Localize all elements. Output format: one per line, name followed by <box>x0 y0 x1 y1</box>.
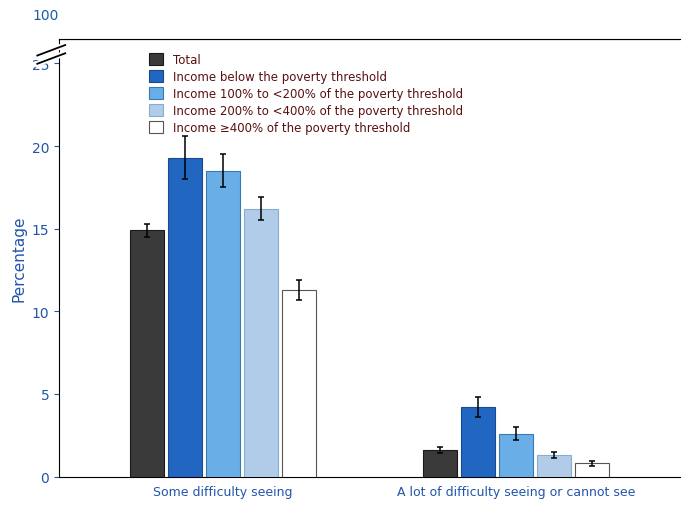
Text: 100: 100 <box>32 9 59 22</box>
Bar <box>575 463 609 476</box>
Legend: Total, Income below the poverty threshold, Income 100% to <200% of the poverty t: Total, Income below the poverty threshol… <box>146 50 466 138</box>
Bar <box>244 210 278 476</box>
Bar <box>206 172 240 476</box>
Bar <box>461 407 495 476</box>
Bar <box>282 290 316 476</box>
Bar <box>537 455 571 476</box>
Y-axis label: Percentage: Percentage <box>11 215 26 301</box>
Bar <box>168 158 202 476</box>
Bar <box>499 434 533 476</box>
Bar <box>423 450 457 476</box>
Bar <box>130 231 164 476</box>
